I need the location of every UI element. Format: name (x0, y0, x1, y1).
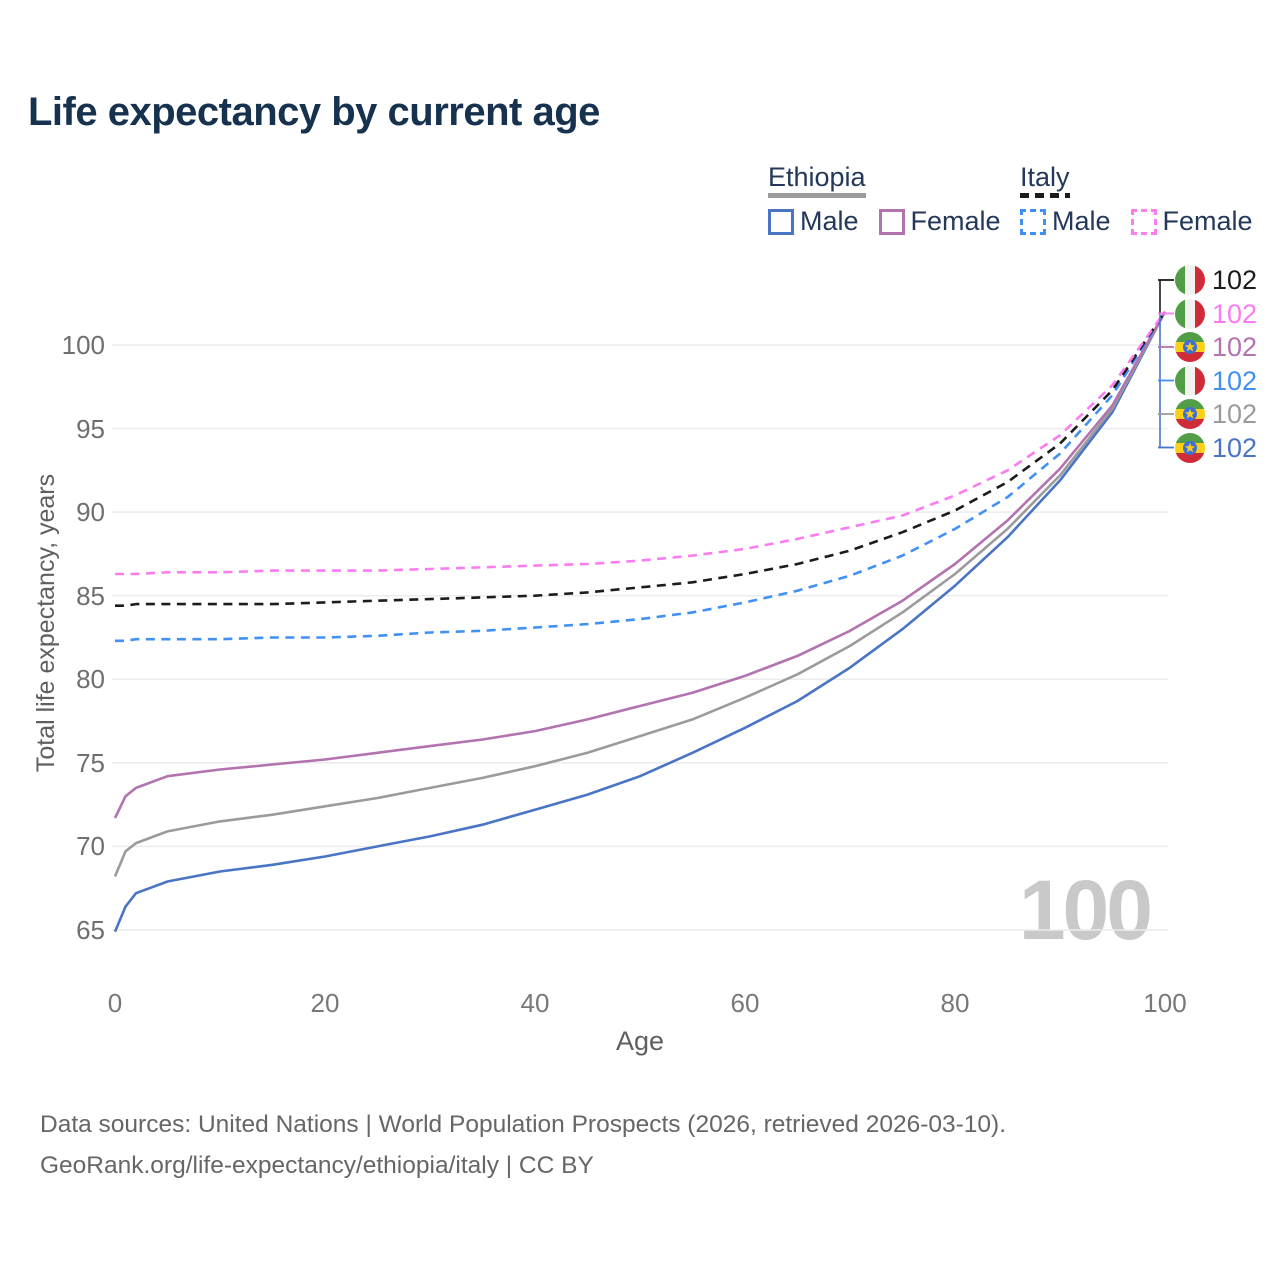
end-value-italy-male: 102 (1212, 365, 1258, 396)
y-tick-label-95: 95 (76, 413, 105, 444)
legend-swatch-ethiopia-male[interactable] (768, 208, 794, 235)
x-tick-label-20: 20 (310, 988, 340, 1018)
series-line-italy-total (115, 310, 1167, 608)
end-value-label-ethiopia-male: 102 (1175, 432, 1258, 463)
legend-swatch-ethiopia-female[interactable] (878, 208, 905, 235)
italy-flag-icon (1175, 365, 1205, 396)
italy-flag-icon (1175, 265, 1205, 295)
legend-swatch-italy-male[interactable] (1020, 208, 1046, 235)
data-sources-line1: Data sources: United Nations | World Pop… (40, 1111, 1007, 1138)
italy-flag-icon (1175, 298, 1205, 329)
legend-label-ethiopia-female[interactable]: Female (910, 206, 1001, 236)
x-tick-label-80: 80 (940, 988, 970, 1018)
legend-underline-ethiopia (768, 193, 866, 198)
legend-group-italy: Italy Male Female (1020, 162, 1253, 236)
ethiopia-flag-icon (1175, 332, 1205, 362)
legend-label-italy-female[interactable]: Female (1162, 206, 1253, 236)
y-axis-title: Total life expectancy, years (32, 473, 60, 773)
series-line-italy-male (115, 310, 1167, 643)
ethiopia-flag-icon (1175, 399, 1205, 429)
series-line-ethiopia-female (113, 310, 1167, 819)
end-value-ethiopia-female: 102 (1212, 332, 1258, 362)
end-value-italy-female: 102 (1212, 298, 1258, 329)
current-age-watermark: 100 (1018, 863, 1153, 957)
x-tick-label-0: 0 (107, 988, 123, 1018)
end-value-ethiopia-total: 102 (1212, 399, 1258, 429)
data-sources: Data sources: United Nations | World Pop… (40, 1104, 1006, 1186)
y-tick-label-90: 90 (76, 497, 105, 528)
x-tick-label-100: 100 (1143, 988, 1187, 1018)
legend-group-ethiopia: Ethiopia Male Female (768, 162, 1001, 236)
legend-swatch-italy-female[interactable] (1130, 208, 1157, 235)
y-tick-label-85: 85 (76, 580, 105, 611)
end-value-label-ethiopia-female: 102 (1175, 332, 1257, 362)
y-tick-label-100: 100 (61, 329, 105, 360)
data-sources-line2: GeoRank.org/life-expectancy/ethiopia/ita… (40, 1152, 594, 1179)
x-tick-label-40: 40 (520, 988, 550, 1018)
end-value-label-italy-female: 102 (1175, 298, 1258, 329)
end-value-label-italy-male: 102 (1175, 365, 1258, 396)
legend-underline-italy (1020, 193, 1070, 198)
end-value-ethiopia-male: 102 (1212, 432, 1258, 463)
y-tick-label-65: 65 (76, 915, 105, 945)
end-value-label-italy-total: 102 (1175, 265, 1257, 295)
end-value-italy-total: 102 (1212, 265, 1258, 295)
y-tick-label-70: 70 (76, 831, 105, 862)
legend-heading-italy[interactable]: Italy (1020, 162, 1070, 192)
legend-label-italy-male[interactable]: Male (1052, 206, 1111, 236)
x-axis-title: Age (615, 1026, 665, 1056)
series-line-italy-female (115, 310, 1167, 576)
series-line-ethiopia-male (113, 310, 1167, 933)
legend-label-ethiopia-male[interactable]: Male (800, 206, 859, 236)
y-tick-label-75: 75 (76, 747, 105, 778)
legend-heading-ethiopia[interactable]: Ethiopia (768, 162, 866, 192)
ethiopia-flag-icon (1175, 432, 1205, 463)
series-line-ethiopia-total (113, 310, 1167, 878)
y-tick-label-80: 80 (76, 664, 105, 695)
end-value-label-ethiopia-total: 102 (1175, 399, 1257, 429)
page-title: Life expectancy by current age (28, 90, 600, 134)
x-tick-label-60: 60 (730, 988, 760, 1018)
